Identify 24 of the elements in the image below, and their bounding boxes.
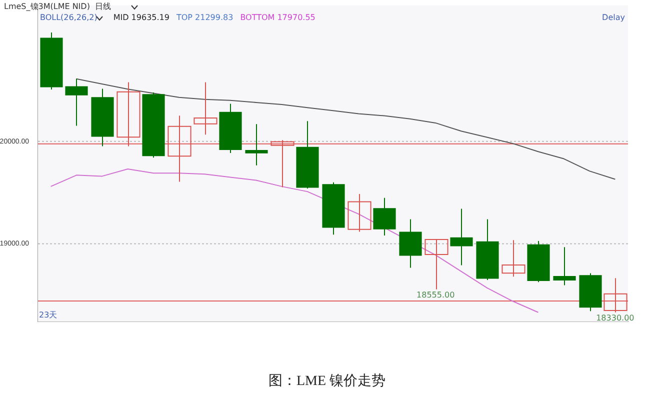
annotation: Delay — [602, 13, 626, 22]
candlestick — [399, 218, 422, 268]
candlestick — [604, 278, 628, 313]
annotation: MID 19635.19 — [113, 13, 170, 22]
annotation: BOTTOM 17970.55 — [240, 13, 316, 22]
candlestick — [194, 82, 218, 136]
candlestick — [424, 238, 448, 290]
annotation: TOP 21299.83 — [175, 13, 234, 22]
annotation: LmeS_镍3M(LME NID) 日线 — [4, 2, 112, 12]
text: 图：LME 镍价走势 — [267, 372, 387, 390]
annotation: BOLL(26,26,2) — [40, 13, 98, 22]
candlestick — [348, 194, 372, 232]
candlestick — [168, 115, 192, 182]
annotation: 18555.00 — [416, 290, 455, 300]
candlestick — [270, 140, 294, 188]
candlestick — [245, 124, 268, 166]
candlestick — [553, 246, 576, 286]
candlestick — [450, 208, 473, 266]
annotation: 18330.00 — [596, 313, 634, 322]
candlestick — [502, 240, 526, 278]
candlestick — [116, 82, 140, 147]
annotation: 23天 — [39, 310, 58, 320]
candlestick — [373, 197, 396, 236]
candlestick — [65, 78, 88, 126]
